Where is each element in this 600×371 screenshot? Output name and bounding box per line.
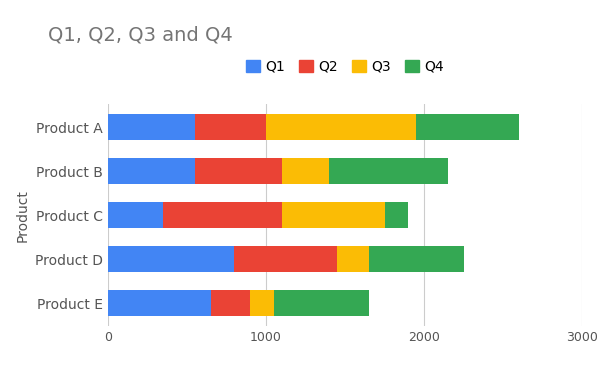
Bar <box>108 114 195 140</box>
Bar <box>385 202 408 229</box>
Bar <box>329 158 448 184</box>
Bar <box>266 114 416 140</box>
Bar <box>195 158 282 184</box>
Bar <box>337 246 369 272</box>
Legend: Q1, Q2, Q3, Q4: Q1, Q2, Q3, Q4 <box>241 54 449 79</box>
Bar <box>163 202 282 229</box>
Text: Q1, Q2, Q3 and Q4: Q1, Q2, Q3 and Q4 <box>48 26 233 45</box>
Bar <box>195 114 266 140</box>
Bar <box>235 246 337 272</box>
Bar <box>282 158 329 184</box>
Bar <box>108 246 235 272</box>
Bar <box>274 290 368 316</box>
Bar <box>211 290 250 316</box>
Bar <box>416 114 519 140</box>
Bar <box>108 202 163 229</box>
Bar <box>282 202 385 229</box>
Bar <box>108 290 211 316</box>
Bar <box>250 290 274 316</box>
Bar <box>108 158 195 184</box>
Y-axis label: Product: Product <box>16 189 29 242</box>
Bar <box>368 246 464 272</box>
